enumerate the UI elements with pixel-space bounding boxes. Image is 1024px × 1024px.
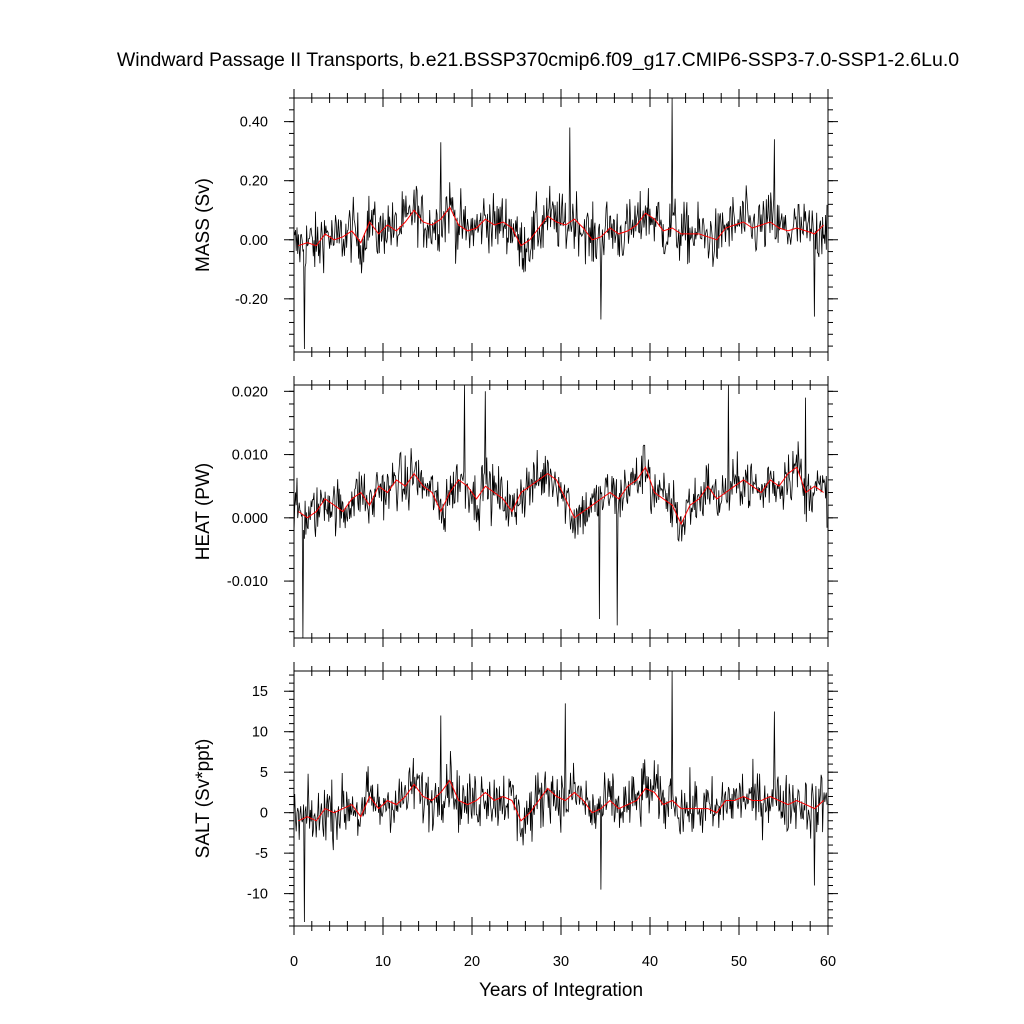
x-tick-label: 20 [464, 954, 480, 970]
x-tick-label: 10 [375, 954, 391, 970]
y-tick-label: 0.00 [240, 233, 268, 249]
chart-title: Windward Passage II Transports, b.e21.BS… [117, 49, 959, 71]
x-tick-label: 40 [642, 954, 658, 970]
y-tick-label: 10 [252, 725, 268, 741]
y-tick-label: 5 [260, 765, 268, 781]
x-tick-label: 30 [553, 954, 569, 970]
y-tick-label: 0.000 [232, 511, 268, 527]
monthly-series-line [293, 97, 828, 350]
monthly-series-line [293, 670, 828, 923]
y-tick-label: 0.010 [232, 448, 268, 464]
y-tick-label: -10 [247, 887, 268, 903]
y-axis-label: HEAT (PW) [193, 463, 214, 560]
x-tick-label: 50 [731, 954, 747, 970]
annual-mean-line [298, 466, 824, 526]
panel-3: -10 -5 0 5 10 15 SALT (Sv*ppt) [193, 662, 838, 935]
y-tick-label: 0.40 [240, 115, 268, 131]
y-tick-label: -0.20 [235, 292, 268, 308]
y-axis-label: SALT (Sv*ppt) [193, 739, 214, 859]
x-axis-label: Years of Integration [479, 980, 643, 1001]
panel-2: -0.010 0.000 0.010 0.020 HEAT (PW) [193, 376, 838, 647]
y-tick-label: -0.010 [227, 574, 268, 590]
annual-mean-line [298, 779, 824, 822]
y-tick-label: 0.20 [240, 174, 268, 190]
x-tick-label: 0 [290, 954, 298, 970]
y-tick-label: 0.020 [232, 384, 268, 400]
annual-mean-line [298, 206, 824, 247]
monthly-series-line [293, 384, 828, 639]
y-axis-label: MASS (Sv) [193, 178, 214, 272]
y-tick-label: -5 [255, 846, 268, 862]
y-tick-label: 15 [252, 684, 268, 700]
panel-1: -0.20 0.00 0.20 0.40 MASS (Sv) [193, 89, 838, 361]
x-tick-label: 60 [820, 954, 836, 970]
y-tick-label: 0 [260, 806, 268, 822]
panels: -0.20 0.00 0.20 0.40 MASS (Sv) -0.010 0.000 0.0… [193, 89, 838, 970]
